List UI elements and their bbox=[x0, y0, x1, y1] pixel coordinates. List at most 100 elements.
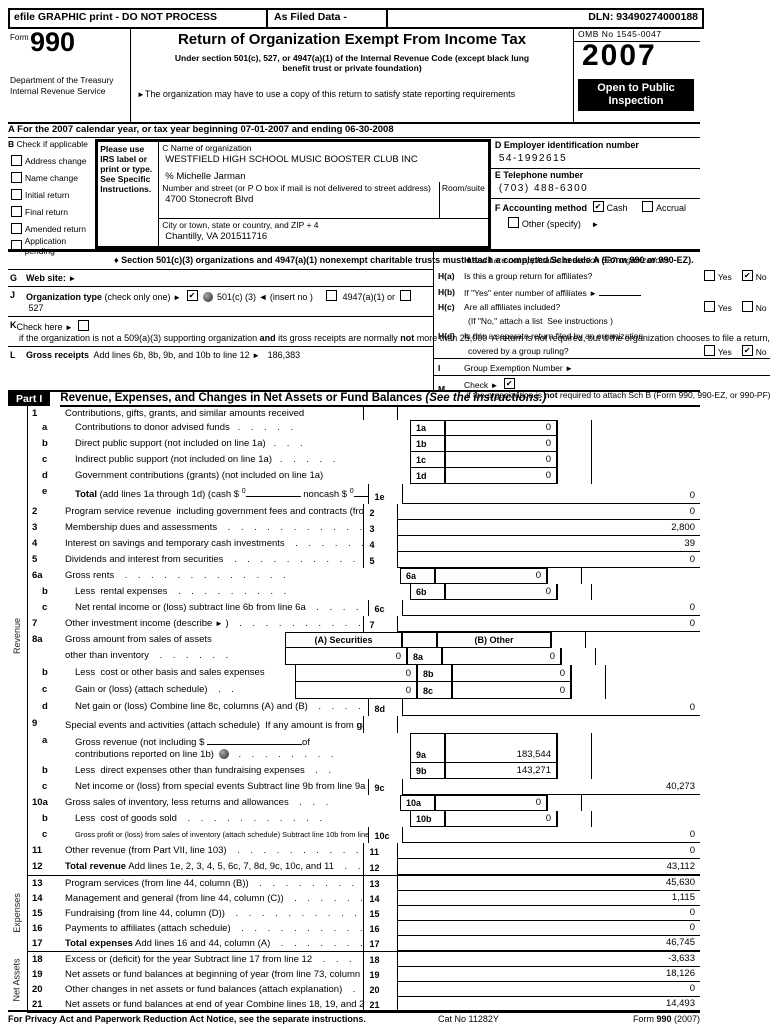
line-l: L Gross receipts Add lines 6b, 8b, 9b, an… bbox=[8, 346, 433, 363]
sub-line-ref: 6a bbox=[400, 568, 435, 584]
superscript-zero: 0 bbox=[241, 488, 246, 495]
right-line-ref: 18 bbox=[362, 952, 398, 967]
right-line-ref: 17 bbox=[362, 936, 398, 951]
h-row-prefix: I bbox=[438, 362, 441, 373]
line-label: Other investment income (describe ► ) . … bbox=[65, 616, 363, 632]
line-label: Net gain or (loss) Combine line 8c, colu… bbox=[75, 699, 368, 716]
right-line-ref: 21 bbox=[362, 997, 398, 1012]
ein-phone-block: D Employer identification number 54-1992… bbox=[490, 139, 700, 249]
line-number: 12 bbox=[32, 861, 43, 872]
other-amount: 0 bbox=[452, 665, 571, 682]
line-label: Net assets or fund balances at beginning… bbox=[65, 967, 363, 982]
yes-checkbox[interactable] bbox=[703, 344, 715, 356]
line-label: Contributions, gifts, grants, and simila… bbox=[65, 406, 363, 420]
line-label: Gross revenue (not including $ of contrib… bbox=[75, 733, 410, 763]
line-label: Fundraising (from line 44, column (D)) .… bbox=[65, 906, 363, 921]
line-label: Total (add lines 1a through 1d) (cash $ … bbox=[75, 484, 368, 504]
securities-amount: 0 bbox=[285, 648, 407, 665]
right-line-ref bbox=[557, 763, 592, 779]
form-number-block: Form 990 Department of the Treasury Inte… bbox=[8, 27, 131, 122]
ein-value: 54-1992615 bbox=[498, 153, 568, 164]
text: other than inventory . . . . . . bbox=[65, 650, 229, 661]
checkbox-initial-return[interactable] bbox=[11, 189, 22, 200]
checkbox[interactable] bbox=[400, 290, 412, 301]
line-number: 1 bbox=[32, 408, 38, 419]
line-number: b bbox=[42, 438, 48, 449]
no-checkbox[interactable]: ✔ bbox=[741, 344, 753, 356]
text: Check here bbox=[16, 322, 66, 332]
line-number: 14 bbox=[32, 893, 43, 904]
checkbox[interactable] bbox=[325, 290, 337, 301]
checkbox-final-return[interactable] bbox=[11, 206, 22, 217]
part1-row-8b: b Less cost or other basis and sales expe… bbox=[28, 665, 700, 682]
checkbox-amended-return[interactable] bbox=[11, 223, 22, 234]
checkbox[interactable]: ✔ bbox=[503, 378, 515, 389]
line-number: 13 bbox=[32, 878, 43, 889]
line-label: Membership dues and assessments . . . . … bbox=[65, 520, 363, 536]
checkbox-application-pending[interactable] bbox=[11, 240, 22, 251]
arrow-icon: ► bbox=[137, 90, 145, 99]
arrow-icon: ► bbox=[68, 274, 77, 283]
department-label: Department of the Treasury Internal Reve… bbox=[10, 75, 113, 97]
checkbox-name-change[interactable] bbox=[11, 172, 22, 183]
checkbox[interactable]: ✔ bbox=[186, 290, 198, 301]
text: Net rental income or (loss) subtract lin… bbox=[75, 602, 359, 613]
line-number: b bbox=[42, 586, 48, 597]
line-label: Total revenue Add lines 1e, 2, 3, 4, 5, … bbox=[65, 859, 363, 875]
text: Is this a separate return filed by an or… bbox=[464, 330, 644, 341]
no-checkbox[interactable] bbox=[741, 300, 753, 312]
right-line-ref bbox=[557, 436, 592, 452]
yes-no-group: Yes No bbox=[701, 300, 770, 313]
accrual-checkbox[interactable] bbox=[642, 201, 654, 212]
part1-header: Part I Revenue, Expenses, and Changes in… bbox=[8, 390, 700, 408]
yes-label: Yes bbox=[717, 271, 732, 282]
right-amount bbox=[592, 763, 700, 779]
open-to-public-badge: Open to Public Inspection bbox=[578, 79, 694, 111]
other-checkbox[interactable] bbox=[507, 217, 519, 228]
checkbox-address-change[interactable] bbox=[11, 155, 22, 166]
part1-row-1b: b Direct public support (not included on … bbox=[28, 436, 700, 452]
arrow-icon: ► bbox=[589, 288, 598, 298]
line-number: a bbox=[42, 735, 48, 746]
open-line2: Inspection bbox=[608, 95, 664, 107]
open-line1: Open to Public bbox=[597, 82, 675, 94]
sub-amount: 0 bbox=[445, 420, 557, 436]
right-line-ref: 8d bbox=[367, 699, 403, 716]
line-label: Gross sales of inventory, less returns a… bbox=[65, 795, 400, 811]
part1-tag: Part I bbox=[8, 392, 51, 406]
mid-right-column: H and I are not applicable to section 52… bbox=[434, 252, 770, 400]
tax-year: 2007 bbox=[582, 39, 657, 72]
text: Program services (from line 44, column (… bbox=[65, 878, 355, 889]
checkbox[interactable] bbox=[78, 320, 90, 331]
right-line-ref bbox=[571, 665, 606, 682]
part1-rows: 1 Contributions, gifts, grants, and simil… bbox=[27, 406, 700, 1013]
line-number: c bbox=[42, 829, 48, 840]
line-number: 16 bbox=[32, 923, 43, 934]
line-label: other than inventory . . . . . . bbox=[65, 648, 285, 665]
text: . . . . . . . . bbox=[230, 749, 334, 760]
line-number: a bbox=[42, 422, 48, 433]
right-amount: 18,126 bbox=[397, 967, 700, 982]
right-line-ref bbox=[557, 452, 592, 468]
h-row-prefix: H(c) bbox=[438, 301, 455, 312]
right-amount: -3,633 bbox=[397, 952, 700, 967]
line-number bbox=[28, 648, 65, 665]
text bbox=[498, 380, 500, 390]
no-checkbox[interactable]: ✔ bbox=[741, 269, 753, 281]
yes-checkbox[interactable] bbox=[703, 269, 715, 281]
line-number: d bbox=[42, 701, 48, 712]
text: Gross rents . . . . . . . . . . . . . bbox=[65, 570, 286, 581]
city-label: City or town, state or country, and ZIP … bbox=[162, 220, 319, 230]
line-label: Interest on savings and temporary cash i… bbox=[65, 536, 363, 552]
sub-line-ref: 1a bbox=[410, 420, 445, 436]
note-text: The organization may have to use a copy … bbox=[144, 89, 516, 99]
part1-title-note: (See the instructions.) bbox=[425, 392, 547, 404]
yes-checkbox[interactable] bbox=[703, 300, 715, 312]
cash-checkbox[interactable]: ✔ bbox=[592, 201, 604, 212]
line-number: c bbox=[42, 684, 48, 695]
text-bold: not bbox=[544, 390, 558, 400]
line-letter: K bbox=[10, 320, 17, 330]
b-check-item-5: Application pending bbox=[8, 236, 95, 256]
line-content: Gross receipts Add lines 6b, 8b, 9b, and… bbox=[26, 350, 433, 361]
line-number: 15 bbox=[32, 908, 43, 919]
